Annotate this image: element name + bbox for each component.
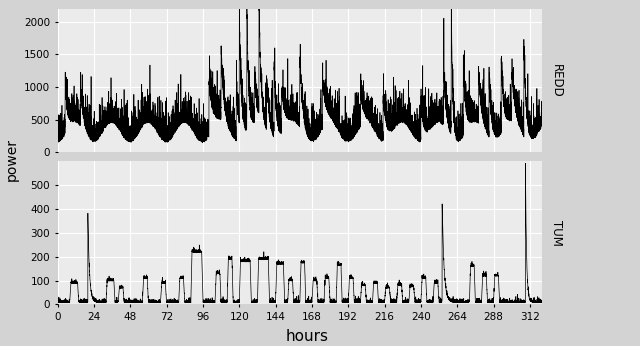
Text: REDD: REDD	[550, 64, 563, 97]
Text: hours: hours	[285, 329, 329, 344]
Text: TUM: TUM	[550, 220, 563, 246]
Text: power: power	[4, 138, 19, 181]
